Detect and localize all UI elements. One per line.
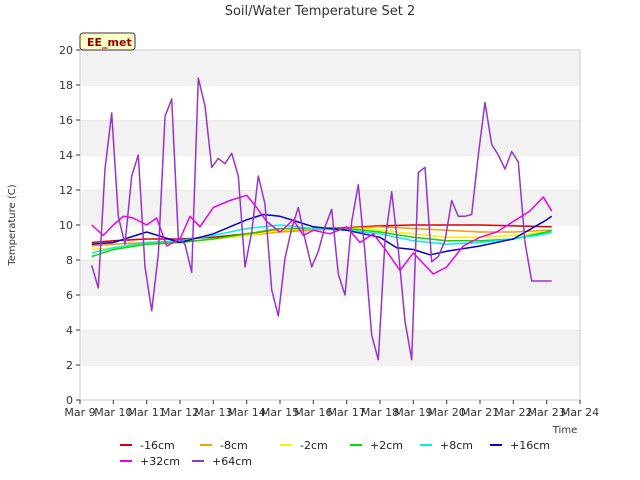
y-tick-label: 2 bbox=[66, 359, 73, 372]
grid-band bbox=[80, 155, 580, 190]
y-tick-label: 4 bbox=[66, 324, 73, 337]
legend-label: -8cm bbox=[220, 439, 248, 452]
annotation-box bbox=[79, 32, 136, 51]
ee-met-annotation: EE_met bbox=[79, 32, 136, 51]
legend-label: +32cm bbox=[140, 455, 180, 468]
grid-band bbox=[80, 365, 580, 400]
x-tick-label: Mar 18 bbox=[361, 406, 399, 419]
x-axis-label: Time bbox=[552, 425, 577, 436]
grid-band bbox=[80, 260, 580, 295]
x-tick-label: Mar 12 bbox=[161, 406, 199, 419]
y-tick-label: 8 bbox=[66, 254, 73, 267]
legend-label: -2cm bbox=[300, 439, 328, 452]
chart-title: Soil/Water Temperature Set 2 bbox=[225, 4, 416, 19]
series-line-32cm bbox=[91, 194, 553, 275]
y-tick-label: 14 bbox=[59, 149, 73, 162]
y-tick-label: 6 bbox=[66, 289, 73, 302]
legend-label: +64cm bbox=[212, 455, 252, 468]
x-tick-label: Mar 19 bbox=[394, 406, 432, 419]
x-tick-label: Mar 13 bbox=[194, 406, 232, 419]
grid-band bbox=[80, 190, 580, 225]
x-tick-label: Mar 9 bbox=[64, 406, 95, 419]
y-tick-label: 20 bbox=[59, 44, 73, 57]
x-tick-label: Mar 22 bbox=[494, 406, 532, 419]
y-tick-label: 16 bbox=[59, 114, 73, 127]
x-tick-label: Mar 11 bbox=[128, 406, 166, 419]
x-tick-label: Mar 21 bbox=[461, 406, 499, 419]
y-axis-label: Temperature (C) bbox=[7, 184, 18, 266]
x-tick-label: Mar 15 bbox=[261, 406, 299, 419]
series-line-64cm bbox=[90, 77, 552, 361]
x-tick-label: Mar 23 bbox=[528, 406, 566, 419]
series-line-16cm bbox=[91, 213, 553, 256]
grid-band bbox=[80, 330, 580, 365]
grid-band bbox=[80, 50, 580, 85]
annotation-label: EE_met bbox=[87, 36, 132, 49]
y-tick-label: 0 bbox=[66, 394, 73, 407]
x-tick-label: Mar 24 bbox=[561, 406, 599, 419]
x-tick-label: Mar 16 bbox=[294, 406, 332, 419]
grid-band bbox=[80, 120, 580, 155]
x-tick-label: Mar 20 bbox=[428, 406, 466, 419]
legend-label: -16cm bbox=[140, 439, 175, 452]
series-line-2cm bbox=[91, 227, 552, 258]
legend-label: +8cm bbox=[440, 439, 473, 452]
series-lines bbox=[90, 77, 553, 361]
grid-band bbox=[80, 85, 580, 120]
grid-band bbox=[80, 295, 580, 330]
x-tick-label: Mar 14 bbox=[228, 406, 266, 419]
y-tick-label: 12 bbox=[59, 184, 73, 197]
y-tick-label: 10 bbox=[59, 219, 73, 232]
x-tick-label: Mar 17 bbox=[328, 406, 366, 419]
y-tick-label: 18 bbox=[59, 79, 73, 92]
x-tick-label: Mar 10 bbox=[94, 406, 132, 419]
legend-label: +16cm bbox=[510, 439, 550, 452]
legend-label: +2cm bbox=[370, 439, 403, 452]
legend: -16cm -8cm -2cm +2cm +8cm +16cm +32cm +64cm bbox=[120, 439, 550, 468]
y-axis-ticks: 0 2 4 6 8 10 12 14 16 18 20 bbox=[59, 44, 80, 407]
